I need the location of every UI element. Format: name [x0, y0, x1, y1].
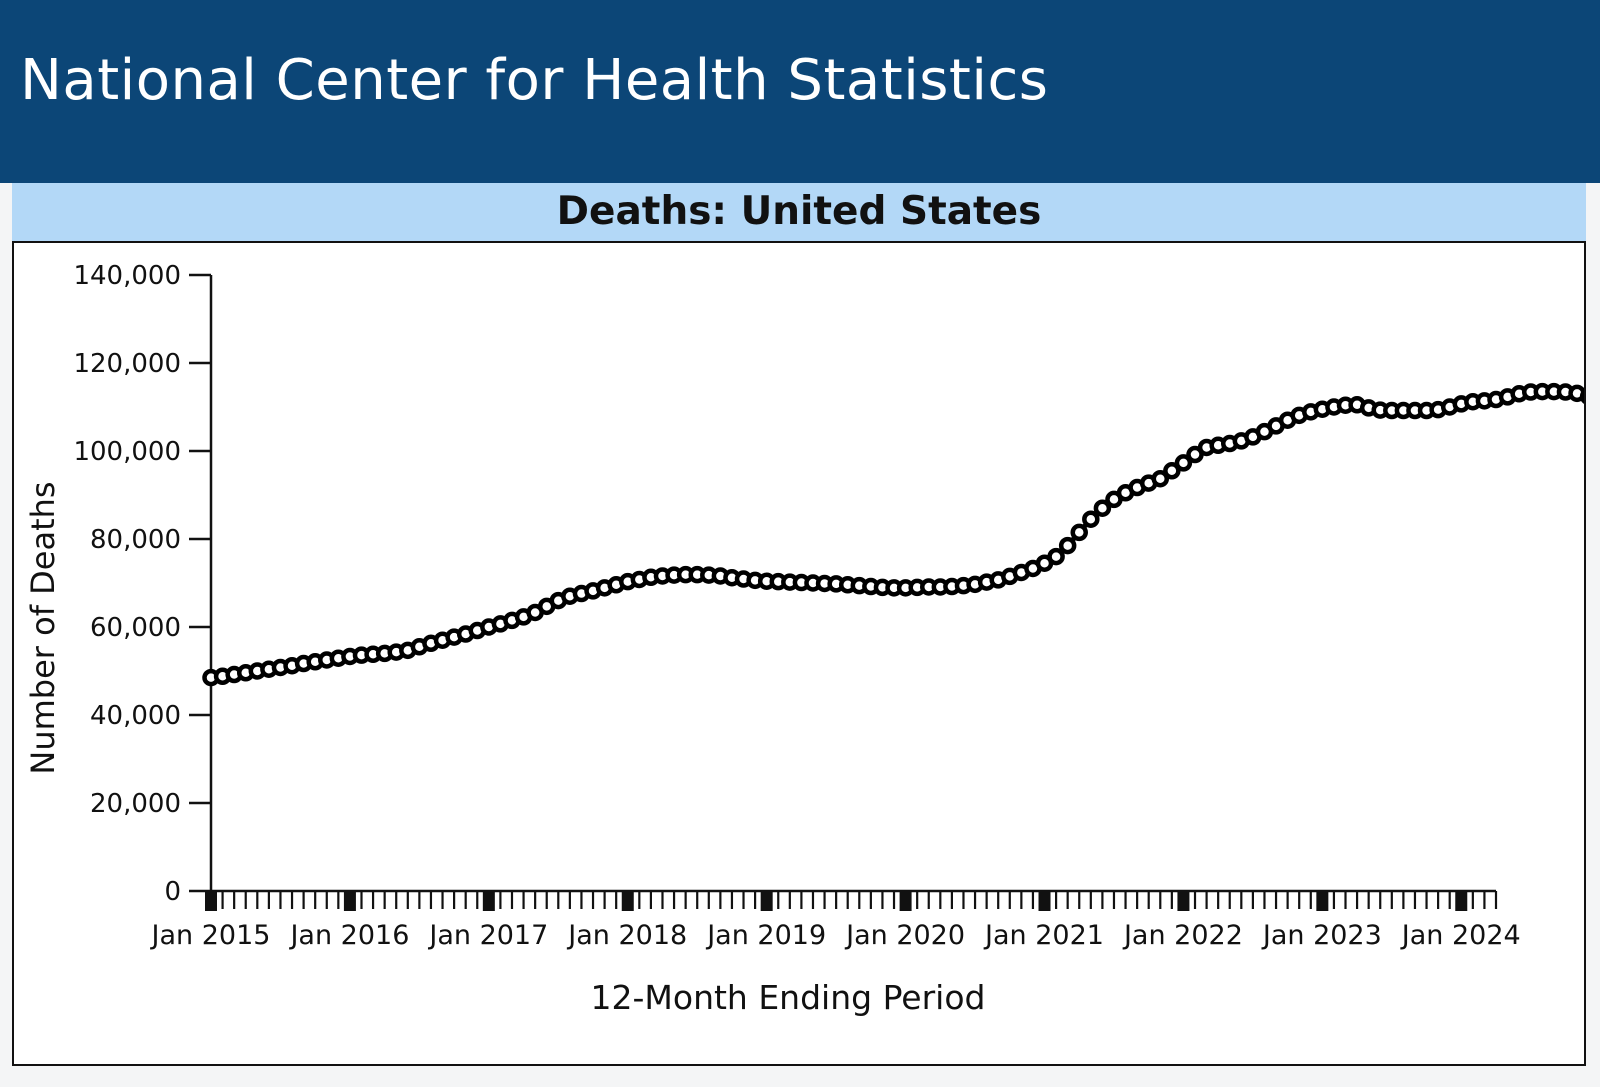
x-tick-label: Jan 2015 [150, 920, 271, 951]
data-point [1047, 547, 1065, 566]
x-major-tick [621, 891, 634, 911]
x-tick-label: Jan 2023 [1261, 920, 1382, 951]
chart-title-bar: Deaths: United States [12, 183, 1586, 241]
data-point [1093, 499, 1112, 517]
data-point [1151, 469, 1170, 488]
y-tick-label: 40,000 [90, 701, 181, 731]
y-tick-label: 120,000 [73, 349, 181, 379]
y-tick-label: 140,000 [73, 261, 181, 291]
x-major-tick [343, 891, 356, 911]
y-tick-label: 60,000 [90, 613, 181, 643]
data-point [1070, 523, 1088, 542]
x-tick-label: Jan 2019 [705, 920, 826, 951]
x-tick-label: Jan 2022 [1122, 920, 1243, 951]
data-point [1082, 510, 1100, 528]
x-tick-label: Jan 2018 [566, 920, 687, 951]
y-tick-label: 0 [164, 877, 181, 907]
data-point [1579, 389, 1584, 404]
data-point [1174, 454, 1193, 472]
x-major-tick [205, 891, 217, 911]
y-tick-label: 20,000 [90, 789, 181, 819]
x-tick-label: Jan 2016 [288, 920, 409, 951]
x-major-tick [482, 891, 495, 911]
x-major-tick [760, 891, 773, 911]
series-line [210, 389, 1584, 681]
site-title: National Center for Health Statistics [20, 48, 1049, 113]
y-tick-label: 80,000 [90, 525, 181, 555]
y-tick-label: 100,000 [73, 437, 181, 467]
x-major-tick [1316, 891, 1329, 911]
data-point [1163, 462, 1181, 480]
x-tick-label: Jan 2017 [427, 920, 548, 951]
chart-title: Deaths: United States [556, 189, 1042, 234]
x-axis-label: 12-Month Ending Period [591, 978, 986, 1017]
x-major-tick [1177, 891, 1190, 911]
x-tick-label: Jan 2021 [983, 920, 1104, 951]
chart-panel: 0 20,000 40,000 60,000 80,000 100,000 120,000 1… [12, 241, 1586, 1066]
y-axis-label: Number of Deaths [24, 481, 62, 774]
data-point [1058, 536, 1077, 555]
y-axis: 0 20,000 40,000 60,000 80,000 100,000 120,000 1… [73, 261, 213, 907]
x-axis: Jan 2015 Jan 2016 Jan 2017 Jan 2018 Jan 2019… [150, 889, 1521, 951]
x-tick-label: Jan 2024 [1400, 920, 1521, 951]
x-major-tick [1038, 891, 1051, 911]
x-major-tick [899, 891, 912, 911]
deaths-line-chart: 0 20,000 40,000 60,000 80,000 100,000 120,000 1… [24, 261, 1584, 1017]
x-tick-label: Jan 2020 [844, 920, 965, 951]
site-header: National Center for Health Statistics [0, 0, 1600, 183]
x-major-tick [1455, 891, 1468, 911]
series-layer [202, 382, 1584, 687]
